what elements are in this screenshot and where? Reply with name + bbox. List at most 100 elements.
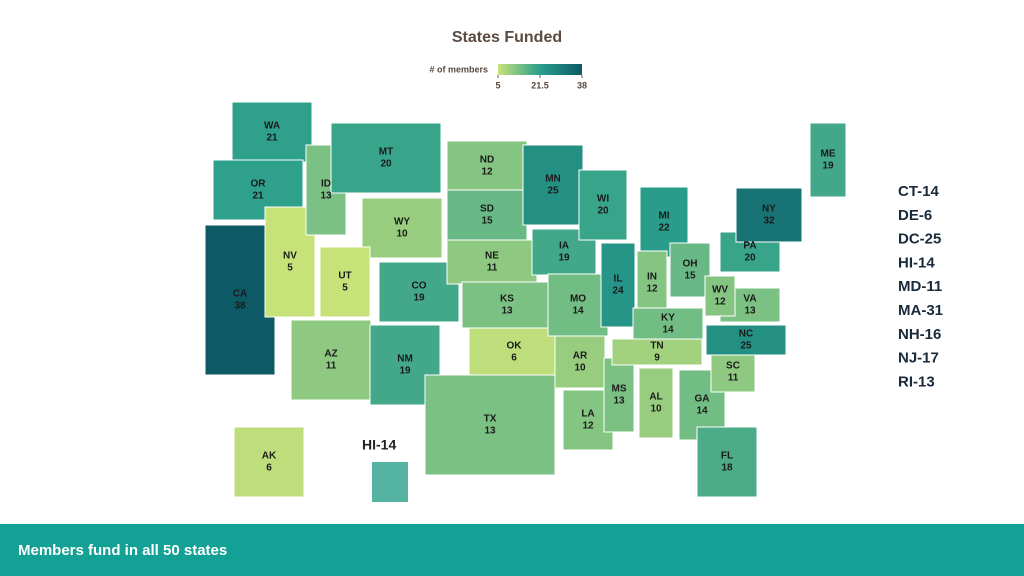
legend-tick-label: 38 — [577, 80, 587, 90]
state-value: 14 — [662, 325, 674, 336]
state-shape — [603, 357, 635, 433]
state-value: 19 — [413, 293, 425, 304]
title: States Funded — [452, 29, 562, 46]
state-abbr: AZ — [324, 349, 337, 360]
state-value: 20 — [597, 206, 609, 217]
small-state-entry: MD-11 — [898, 278, 942, 295]
state-value: 11 — [487, 263, 498, 274]
hawaii-label: HI-14 — [362, 437, 396, 453]
state-value: 12 — [714, 297, 726, 308]
state-abbr: IL — [614, 274, 623, 285]
state-abbr: ID — [321, 179, 331, 190]
state-shape — [233, 426, 305, 498]
state-abbr: CO — [412, 281, 427, 292]
state-shape — [231, 101, 313, 163]
state-value: 13 — [613, 396, 625, 407]
state-abbr: SD — [480, 204, 494, 215]
state-shape — [361, 197, 443, 259]
state-abbr: KY — [661, 313, 675, 324]
state-abbr: UT — [338, 271, 351, 282]
state-shape — [600, 242, 636, 328]
legend-tick-label: 21.5 — [531, 80, 549, 90]
state-value: 13 — [744, 306, 756, 317]
state-shape — [378, 261, 460, 323]
state-value: 38 — [234, 301, 246, 312]
state-value: 15 — [481, 216, 493, 227]
state-value: 12 — [481, 167, 493, 178]
legend-tick-label: 5 — [495, 80, 500, 90]
state-value: 10 — [574, 363, 586, 374]
state-shape — [547, 273, 609, 337]
state-shape — [705, 324, 787, 356]
state-value: 13 — [501, 306, 513, 317]
state-shape — [446, 140, 528, 192]
hawaii-shape — [372, 462, 408, 502]
state-abbr: ND — [480, 155, 494, 166]
state-abbr: WY — [394, 217, 410, 228]
state-abbr: WI — [597, 194, 609, 205]
small-state-entry: NJ-17 — [898, 350, 939, 367]
state-value: 20 — [744, 253, 756, 264]
state-value: 12 — [582, 421, 594, 432]
state-value: 21 — [252, 191, 264, 202]
small-state-entry: MA-31 — [898, 302, 943, 319]
state-shape — [639, 186, 689, 258]
state-abbr: PA — [743, 241, 756, 252]
state-value: 10 — [650, 404, 662, 415]
state-value: 24 — [612, 286, 624, 297]
state-abbr: NV — [283, 251, 297, 262]
state-shape — [468, 327, 560, 377]
state-shape — [204, 224, 276, 376]
state-abbr: AK — [262, 451, 277, 462]
state-shape — [330, 122, 442, 194]
state-shape — [638, 367, 674, 439]
state-abbr: NE — [485, 251, 499, 262]
state-value: 5 — [287, 263, 293, 274]
state-shape — [735, 187, 803, 243]
state-shape — [669, 242, 711, 298]
state-shape — [319, 246, 371, 318]
state-shape — [704, 275, 736, 317]
state-abbr: OK — [507, 341, 523, 352]
state-abbr: NY — [762, 204, 776, 215]
small-state-entry: HI-14 — [898, 254, 935, 271]
state-value: 32 — [763, 216, 775, 227]
state-shape — [290, 319, 372, 401]
state-abbr: FL — [721, 451, 733, 462]
state-abbr: TX — [484, 414, 497, 425]
state-abbr: CA — [233, 289, 247, 300]
state-abbr: MS — [612, 384, 627, 395]
state-abbr: VA — [743, 294, 756, 305]
state-value: 10 — [396, 229, 408, 240]
state-value: 15 — [684, 271, 696, 282]
state-value: 12 — [646, 284, 658, 295]
state-abbr: AR — [573, 351, 588, 362]
small-state-entry: CT-14 — [898, 183, 940, 200]
state-abbr: MT — [379, 147, 393, 158]
state-shape — [578, 169, 628, 241]
small-state-entry: DE-6 — [898, 207, 932, 224]
state-shape — [696, 426, 758, 498]
state-value: 19 — [558, 253, 570, 264]
state-value: 14 — [572, 306, 584, 317]
state-abbr: KS — [500, 294, 514, 305]
state-value: 25 — [547, 186, 559, 197]
state-value: 11 — [728, 373, 739, 384]
legend-gradient — [498, 64, 582, 75]
state-shape — [611, 338, 703, 366]
state-abbr: OH — [683, 259, 698, 270]
legend-title: # of members — [429, 64, 488, 74]
state-value: 14 — [696, 406, 708, 417]
state-abbr: NC — [739, 329, 753, 340]
state-abbr: OR — [251, 179, 267, 190]
state-abbr: IA — [559, 241, 569, 252]
state-value: 5 — [342, 283, 348, 294]
state-value: 18 — [721, 463, 733, 474]
footer-text: Members fund in all 50 states — [18, 542, 227, 559]
state-value: 6 — [266, 463, 272, 474]
state-value: 13 — [484, 426, 496, 437]
state-shape — [424, 374, 556, 476]
state-value: 11 — [326, 361, 337, 372]
state-abbr: IN — [647, 272, 657, 283]
